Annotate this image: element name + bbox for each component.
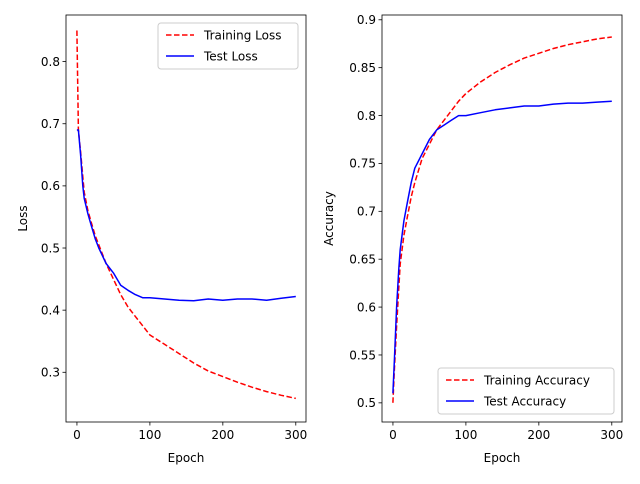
chart-1-y-tick-label: 0.6 bbox=[41, 179, 60, 193]
chart-1-y-tick-label: 0.7 bbox=[41, 117, 60, 131]
chart-1-y-tick-label: 0.4 bbox=[41, 303, 60, 317]
chart-2-series-2-line bbox=[392, 100, 612, 394]
chart-2-x-tick-label: 100 bbox=[454, 428, 477, 442]
chart-1-y-tick-label: 0.5 bbox=[41, 241, 60, 255]
chart-1-y-tick-label: 0.3 bbox=[41, 366, 60, 380]
chart-1-legend: Training Loss Test Loss bbox=[157, 22, 299, 70]
chart-2-y-tick-label: 0.75 bbox=[349, 157, 376, 171]
chart-2-panel: 0 100 200 300 0.5 0.55 0.6 0.65 0.7 0.75 0.8 0.85 0.… bbox=[322, 13, 623, 465]
chart-2-legend: Training Accuracy Test Accuracy bbox=[437, 367, 615, 415]
chart-1-x-tick-label: 100 bbox=[138, 428, 161, 442]
chart-2-legend-box bbox=[437, 367, 615, 415]
chart-1-y-axis-label: Loss bbox=[16, 205, 30, 231]
chart-1-x-tick-label: 200 bbox=[211, 428, 234, 442]
chart-2-y-tick-label: 0.8 bbox=[357, 109, 376, 123]
chart-1-axes-frame bbox=[65, 14, 307, 423]
chart-1-x-tick-label: 0 bbox=[73, 428, 81, 442]
chart-2-y-tick-label: 0.7 bbox=[357, 205, 376, 219]
chart-1-series-2-line bbox=[76, 129, 296, 302]
chart-2-x-tick-label: 0 bbox=[389, 428, 397, 442]
chart-2-y-axis-label: Accuracy bbox=[322, 191, 336, 246]
panels: 0 100 200 300 0.3 0.4 0.5 0.6 0.7 0.8 Epoch Loss Tra… bbox=[16, 13, 623, 465]
chart-2-x-tick-label: 200 bbox=[527, 428, 550, 442]
chart-2-x-axis-label: Epoch bbox=[484, 451, 521, 465]
chart-2-axes-frame bbox=[381, 14, 623, 423]
chart-2-x-tick-label: 300 bbox=[600, 428, 623, 442]
chart-2-y-tick-label: 0.9 bbox=[357, 13, 376, 27]
chart-2-series-1-line bbox=[392, 36, 612, 403]
chart-2-y-tick-label: 0.6 bbox=[357, 300, 376, 314]
chart-1-panel: 0 100 200 300 0.3 0.4 0.5 0.6 0.7 0.8 Epoch Loss Tra… bbox=[16, 14, 307, 465]
chart-2-legend-label-1: Training Accuracy bbox=[483, 374, 590, 388]
chart-1-legend-label-2: Test Loss bbox=[203, 50, 258, 64]
chart-2-y-tick-label: 0.55 bbox=[349, 348, 376, 362]
chart-2-y-tick-label: 0.85 bbox=[349, 61, 376, 75]
chart-1-series-1-line bbox=[76, 30, 296, 400]
chart-1-y-tick-label: 0.8 bbox=[41, 55, 60, 69]
chart-2-y-tick-label: 0.5 bbox=[357, 396, 376, 410]
chart-2-y-tick-label: 0.65 bbox=[349, 253, 376, 267]
chart-1-x-axis-label: Epoch bbox=[168, 451, 205, 465]
chart-1-legend-label-1: Training Loss bbox=[203, 29, 281, 43]
chart-1-x-tick-label: 300 bbox=[284, 428, 307, 442]
chart-2-legend-label-2: Test Accuracy bbox=[483, 395, 566, 409]
